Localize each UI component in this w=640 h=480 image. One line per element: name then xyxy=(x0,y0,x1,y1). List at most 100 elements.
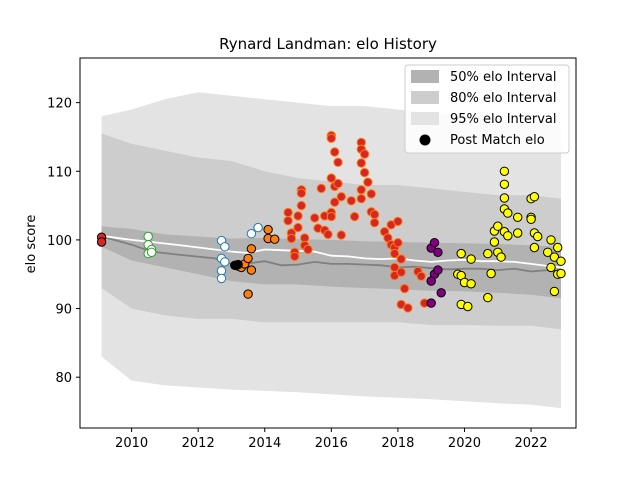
x-tick-label: 2014 xyxy=(248,436,281,451)
match-point xyxy=(426,276,436,286)
legend-label: 50% elo Interval xyxy=(450,70,557,85)
match-point xyxy=(220,242,230,252)
x-tick-label: 2016 xyxy=(315,436,348,451)
x-tick-label: 2022 xyxy=(515,436,548,451)
match-point xyxy=(326,211,336,222)
x-axis: 2010 2012 2014 2016 2018 2020 2022 xyxy=(115,428,548,451)
match-point xyxy=(399,283,410,294)
match-point xyxy=(556,268,566,279)
match-point xyxy=(220,257,230,267)
match-point xyxy=(296,200,307,211)
band-50 xyxy=(101,226,561,299)
y-tick-label: 100 xyxy=(47,234,72,249)
match-point xyxy=(549,286,560,297)
match-point xyxy=(359,167,370,178)
match-point xyxy=(426,298,436,308)
legend-swatch xyxy=(411,91,439,104)
match-point xyxy=(466,279,476,289)
match-points xyxy=(96,130,566,313)
match-point xyxy=(533,231,543,242)
x-tick-label: 2018 xyxy=(381,436,414,451)
match-point xyxy=(356,185,366,195)
match-point xyxy=(529,192,540,202)
plot-area xyxy=(96,92,566,409)
y-tick-label: 90 xyxy=(55,303,72,318)
match-point xyxy=(293,222,303,233)
match-point xyxy=(333,178,343,189)
match-point xyxy=(513,228,523,238)
match-point xyxy=(366,189,376,199)
match-point xyxy=(393,216,403,227)
y-axis-label: elo score xyxy=(24,215,39,274)
match-point xyxy=(330,197,340,207)
match-point xyxy=(233,259,243,270)
match-point xyxy=(323,229,333,240)
match-point xyxy=(363,177,373,187)
match-point xyxy=(356,194,366,204)
match-point xyxy=(483,248,493,259)
match-point xyxy=(216,273,227,284)
match-point xyxy=(396,254,406,264)
match-point xyxy=(336,230,346,240)
match-point xyxy=(483,292,493,303)
legend-swatch xyxy=(411,112,439,125)
match-point xyxy=(526,214,536,225)
plot-frame xyxy=(79,57,577,429)
match-point xyxy=(546,262,556,273)
match-point xyxy=(296,188,307,198)
match-point xyxy=(503,231,513,241)
match-point xyxy=(429,238,440,248)
match-point xyxy=(346,196,356,206)
match-point xyxy=(499,193,510,203)
legend-label: Post Match elo xyxy=(450,133,545,148)
match-point xyxy=(546,235,556,245)
match-point xyxy=(543,247,553,258)
match-point xyxy=(263,224,273,235)
match-point xyxy=(466,254,476,264)
match-point xyxy=(486,268,496,279)
match-point xyxy=(293,211,303,221)
match-point xyxy=(496,252,506,262)
match-point xyxy=(463,301,473,312)
match-point xyxy=(359,149,370,159)
match-point xyxy=(369,218,380,228)
match-point xyxy=(246,229,257,239)
match-point xyxy=(283,207,293,218)
legend-swatch xyxy=(411,70,439,83)
match-point xyxy=(456,248,466,259)
match-point xyxy=(333,157,343,168)
y-tick-label: 80 xyxy=(55,371,72,386)
match-point xyxy=(389,248,400,259)
match-point xyxy=(310,213,320,223)
match-point xyxy=(246,244,257,254)
x-tick-label: 2012 xyxy=(182,436,215,451)
match-point xyxy=(393,238,403,248)
match-point xyxy=(403,303,413,313)
match-point xyxy=(489,237,500,247)
x-tick-label: 2010 xyxy=(115,436,148,451)
match-point xyxy=(499,166,510,177)
match-point xyxy=(553,242,563,253)
match-point xyxy=(513,212,523,223)
match-point xyxy=(356,158,366,168)
match-point xyxy=(303,244,313,255)
legend: 50% elo Interval 80% elo Interval 95% elo … xyxy=(404,64,570,154)
match-point xyxy=(330,147,340,157)
match-point xyxy=(283,216,293,226)
match-point xyxy=(493,221,503,231)
legend-label: 95% elo Interval xyxy=(450,112,557,127)
match-point xyxy=(286,233,297,244)
match-point xyxy=(556,256,566,266)
match-point xyxy=(499,179,510,190)
match-point xyxy=(146,247,157,258)
match-point xyxy=(96,237,107,247)
match-point xyxy=(326,173,336,183)
match-point xyxy=(549,252,560,262)
match-point xyxy=(243,289,253,299)
match-point xyxy=(349,211,360,222)
match-point xyxy=(416,271,426,281)
match-point xyxy=(529,242,540,253)
x-tick-label: 2020 xyxy=(448,436,481,451)
match-point xyxy=(316,183,326,194)
